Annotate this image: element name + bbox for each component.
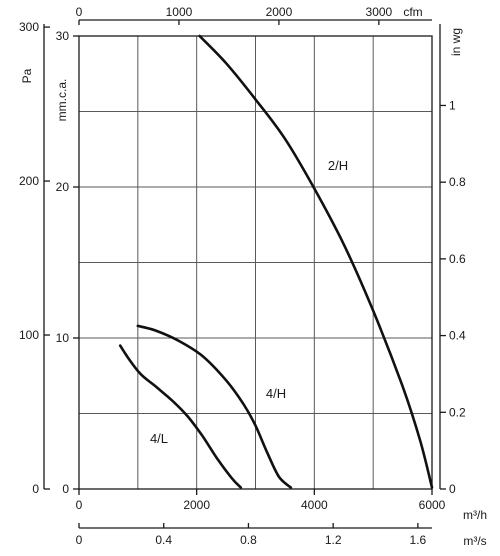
mmca-tick-label: 10 (56, 331, 70, 345)
curve-4-l (118, 344, 243, 489)
pa-axis-label: Pa (20, 68, 34, 83)
pa-tick-label: 300 (19, 20, 39, 34)
pa-tick-label: 0 (32, 482, 39, 496)
inwg-axis-label: in wg (449, 28, 463, 56)
curve-label-4-h: 4/H (266, 386, 286, 401)
inwg-tick-label: 0.8 (449, 175, 466, 189)
inwg-tick-label: 0.2 (449, 405, 466, 419)
grid (79, 36, 432, 489)
m3h-tick-label: 6000 (419, 498, 446, 512)
curve-label-2-h: 2/H (328, 158, 348, 173)
curves (118, 34, 434, 489)
mmca-tick-label: 20 (56, 180, 70, 194)
inwg-tick-label: 0 (449, 482, 456, 496)
cfm-tick-label: 0 (76, 5, 83, 19)
curve-label-4-l: 4/L (150, 431, 168, 446)
cfm-tick-label: 3000 (366, 5, 393, 19)
inwg-tick-label: 0.4 (449, 329, 466, 343)
axes (43, 19, 446, 529)
mmca-tick-label: 30 (56, 29, 70, 43)
mmca-tick-label: 0 (62, 482, 69, 496)
m3s-tick-label: 0.8 (240, 533, 257, 547)
m3s-tick-label: 0.4 (155, 533, 172, 547)
m3s-axis-label: m³/s (463, 534, 486, 548)
m3s-tick-label: 1.6 (410, 533, 427, 547)
inwg-tick-label: 1 (449, 98, 456, 112)
m3h-tick-label: 2000 (183, 498, 210, 512)
mmca-axis-label: mm.c.a. (55, 79, 69, 122)
cfm-tick-label: 1000 (166, 5, 193, 19)
curve-2-h (198, 34, 434, 489)
inwg-tick-label: 0.6 (449, 252, 466, 266)
m3h-tick-label: 4000 (301, 498, 328, 512)
pa-tick-label: 200 (19, 174, 39, 188)
m3h-axis-label: m³/h (463, 508, 487, 522)
plot-frame (78, 35, 433, 490)
m3s-tick-label: 1.2 (325, 533, 342, 547)
tick-labels: 0100200300Pa0102030mm.c.a.00.20.40.60.81… (19, 5, 487, 548)
pa-tick-label: 100 (19, 328, 39, 342)
curve-4-h (136, 324, 293, 489)
m3s-tick-label: 0 (76, 533, 83, 547)
cfm-axis-label: cfm (403, 5, 422, 19)
cfm-tick-label: 2000 (266, 5, 293, 19)
m3h-tick-label: 0 (76, 498, 83, 512)
